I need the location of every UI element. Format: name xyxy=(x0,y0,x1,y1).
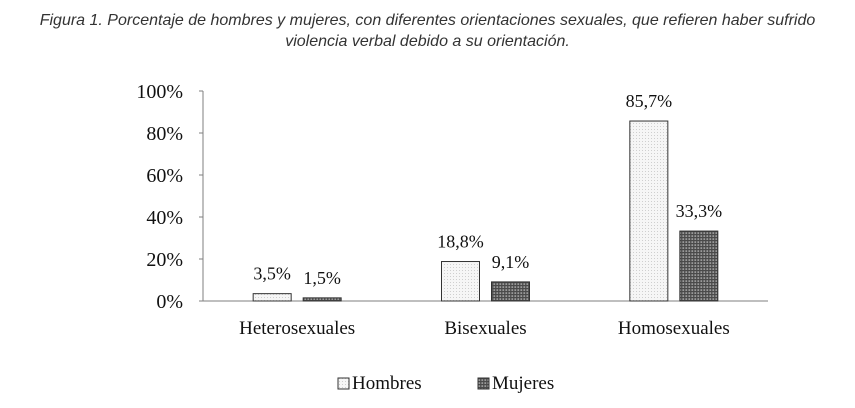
y-tick-label: 100% xyxy=(136,81,183,103)
bar-mujeres-bisexuales xyxy=(491,281,530,302)
caption-line-2: violencia verbal debido a su orientación… xyxy=(285,33,570,50)
axes xyxy=(202,91,768,302)
data-label: 1,5% xyxy=(303,268,341,288)
y-tick-label: 40% xyxy=(146,207,183,229)
legend: Hombres Mujeres xyxy=(337,373,554,394)
figure-caption: Figura 1. Porcentaje de hombres y mujere… xyxy=(0,10,855,52)
caption-line-1: Figura 1. Porcentaje de hombres y mujere… xyxy=(39,12,816,29)
data-label: 3,5% xyxy=(253,264,291,284)
legend-label-hombres: Hombres xyxy=(352,373,422,394)
data-labels: 3,5% 1,5% 18,8% 9,1% 85,7% 33,3% xyxy=(253,91,722,288)
category-label: Bisexuales xyxy=(444,318,526,339)
bar-mujeres-homosexuales xyxy=(679,230,719,302)
category-labels: Heterosexuales Bisexuales Homosexuales xyxy=(239,318,730,339)
y-tick-label: 20% xyxy=(146,249,183,271)
bar-mujeres-heterosexuales xyxy=(302,297,342,302)
y-tick-label: 0% xyxy=(156,291,183,313)
category-label: Heterosexuales xyxy=(239,318,355,339)
bar-hombres-homosexuales xyxy=(629,120,669,302)
y-axis-ticks: 0% 20% 40% 60% 80% 100% xyxy=(136,81,203,313)
legend-swatch-hombres xyxy=(337,377,350,390)
data-label: 85,7% xyxy=(626,91,673,111)
legend-label-mujeres: Mujeres xyxy=(492,373,554,394)
bar-hombres-heterosexuales xyxy=(252,293,292,302)
data-label: 33,3% xyxy=(676,201,723,221)
category-label: Homosexuales xyxy=(618,318,730,339)
y-tick-label: 80% xyxy=(146,123,183,145)
legend-swatch-mujeres xyxy=(477,377,490,390)
bars xyxy=(252,120,719,302)
bar-hombres-bisexuales xyxy=(441,261,480,302)
data-label: 18,8% xyxy=(437,232,484,252)
data-label: 9,1% xyxy=(492,252,530,272)
y-tick-label: 60% xyxy=(146,165,183,187)
